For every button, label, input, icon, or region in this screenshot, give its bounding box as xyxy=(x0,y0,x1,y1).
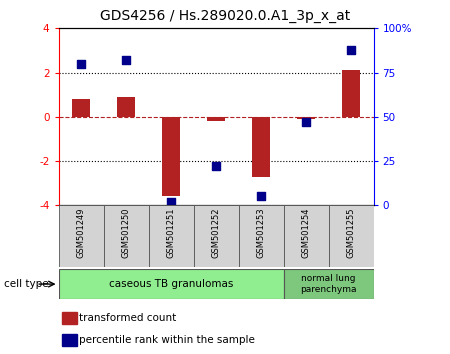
Bar xyxy=(328,205,374,267)
Text: GSM501254: GSM501254 xyxy=(302,207,310,258)
Text: percentile rank within the sample: percentile rank within the sample xyxy=(79,335,255,345)
Bar xyxy=(117,97,135,117)
Point xyxy=(257,194,265,199)
Text: GDS4256 / Hs.289020.0.A1_3p_x_at: GDS4256 / Hs.289020.0.A1_3p_x_at xyxy=(100,9,350,23)
Bar xyxy=(148,205,194,267)
Text: GSM501250: GSM501250 xyxy=(122,207,130,258)
Bar xyxy=(284,269,374,299)
Bar xyxy=(342,70,360,117)
Text: cell type: cell type xyxy=(4,279,49,289)
Bar xyxy=(72,99,90,117)
Bar xyxy=(238,205,284,267)
Point xyxy=(77,61,85,67)
Point xyxy=(167,199,175,205)
Text: GSM501253: GSM501253 xyxy=(256,207,266,258)
Bar xyxy=(58,205,104,267)
Text: caseous TB granulomas: caseous TB granulomas xyxy=(109,279,233,289)
Text: GSM501251: GSM501251 xyxy=(166,207,176,258)
Bar xyxy=(207,117,225,121)
Bar xyxy=(194,205,238,267)
Text: normal lung
parenchyma: normal lung parenchyma xyxy=(300,274,357,294)
Text: GSM501252: GSM501252 xyxy=(212,207,220,258)
Bar xyxy=(284,205,328,267)
Point xyxy=(302,119,310,125)
Bar xyxy=(297,117,315,119)
Bar xyxy=(62,312,77,324)
Bar xyxy=(162,117,180,196)
Text: GSM501255: GSM501255 xyxy=(346,207,356,258)
Point xyxy=(122,57,130,63)
Point xyxy=(347,47,355,52)
Text: transformed count: transformed count xyxy=(79,313,176,323)
Bar xyxy=(62,334,77,346)
Bar xyxy=(104,205,148,267)
Bar xyxy=(252,117,270,177)
Point xyxy=(212,164,220,169)
Bar xyxy=(58,269,284,299)
Text: GSM501249: GSM501249 xyxy=(76,207,86,258)
